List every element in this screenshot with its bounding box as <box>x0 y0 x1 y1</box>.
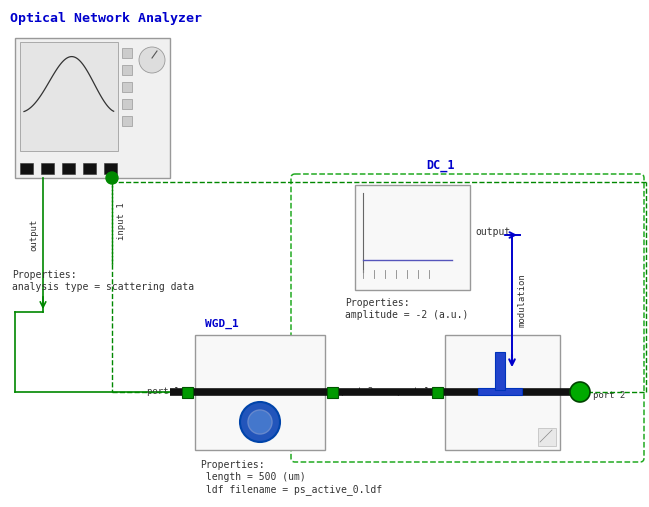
Bar <box>355 185 470 290</box>
Bar <box>62 163 75 174</box>
Bar <box>15 38 170 178</box>
Circle shape <box>139 47 165 73</box>
Bar <box>122 65 132 75</box>
Circle shape <box>240 402 280 442</box>
Bar <box>104 163 117 174</box>
Text: port 2: port 2 <box>341 387 373 396</box>
Text: ldf filename = ps_active_0.ldf: ldf filename = ps_active_0.ldf <box>200 484 382 495</box>
Text: port 2: port 2 <box>593 391 625 401</box>
Text: port 1: port 1 <box>397 387 429 396</box>
Text: Optical Network Analyzer: Optical Network Analyzer <box>10 12 202 25</box>
Circle shape <box>248 410 272 434</box>
Bar <box>41 163 54 174</box>
Text: output: output <box>29 219 38 251</box>
Bar <box>478 388 522 395</box>
Bar <box>83 163 96 174</box>
Text: Properties:: Properties: <box>200 460 265 470</box>
Bar <box>495 352 505 390</box>
Text: OI_1: OI_1 <box>526 350 551 360</box>
Text: analysis type = scattering data: analysis type = scattering data <box>12 282 194 292</box>
Text: Properties:: Properties: <box>12 270 77 280</box>
Text: Properties:: Properties: <box>345 298 410 308</box>
Text: amplitude = -2 (a.u.): amplitude = -2 (a.u.) <box>345 310 469 320</box>
Bar <box>122 48 132 58</box>
Bar <box>20 163 33 174</box>
Circle shape <box>570 382 590 402</box>
Circle shape <box>106 172 118 184</box>
Bar <box>182 387 193 398</box>
Text: DC: DC <box>416 207 436 225</box>
Text: output: output <box>475 227 510 237</box>
Bar <box>538 428 556 446</box>
Text: modulation: modulation <box>517 273 526 327</box>
Text: input 1: input 1 <box>117 202 125 240</box>
Bar <box>122 99 132 109</box>
Bar <box>327 387 338 398</box>
Text: length = 500 (um): length = 500 (um) <box>200 472 306 482</box>
Bar <box>20 42 117 151</box>
Bar <box>195 335 325 450</box>
Bar <box>122 116 132 126</box>
Bar <box>445 335 560 450</box>
Text: port 1: port 1 <box>147 387 179 396</box>
Text: WGD_1: WGD_1 <box>205 319 239 329</box>
Bar <box>122 82 132 92</box>
Bar <box>432 387 443 398</box>
Text: DC_1: DC_1 <box>426 159 454 172</box>
